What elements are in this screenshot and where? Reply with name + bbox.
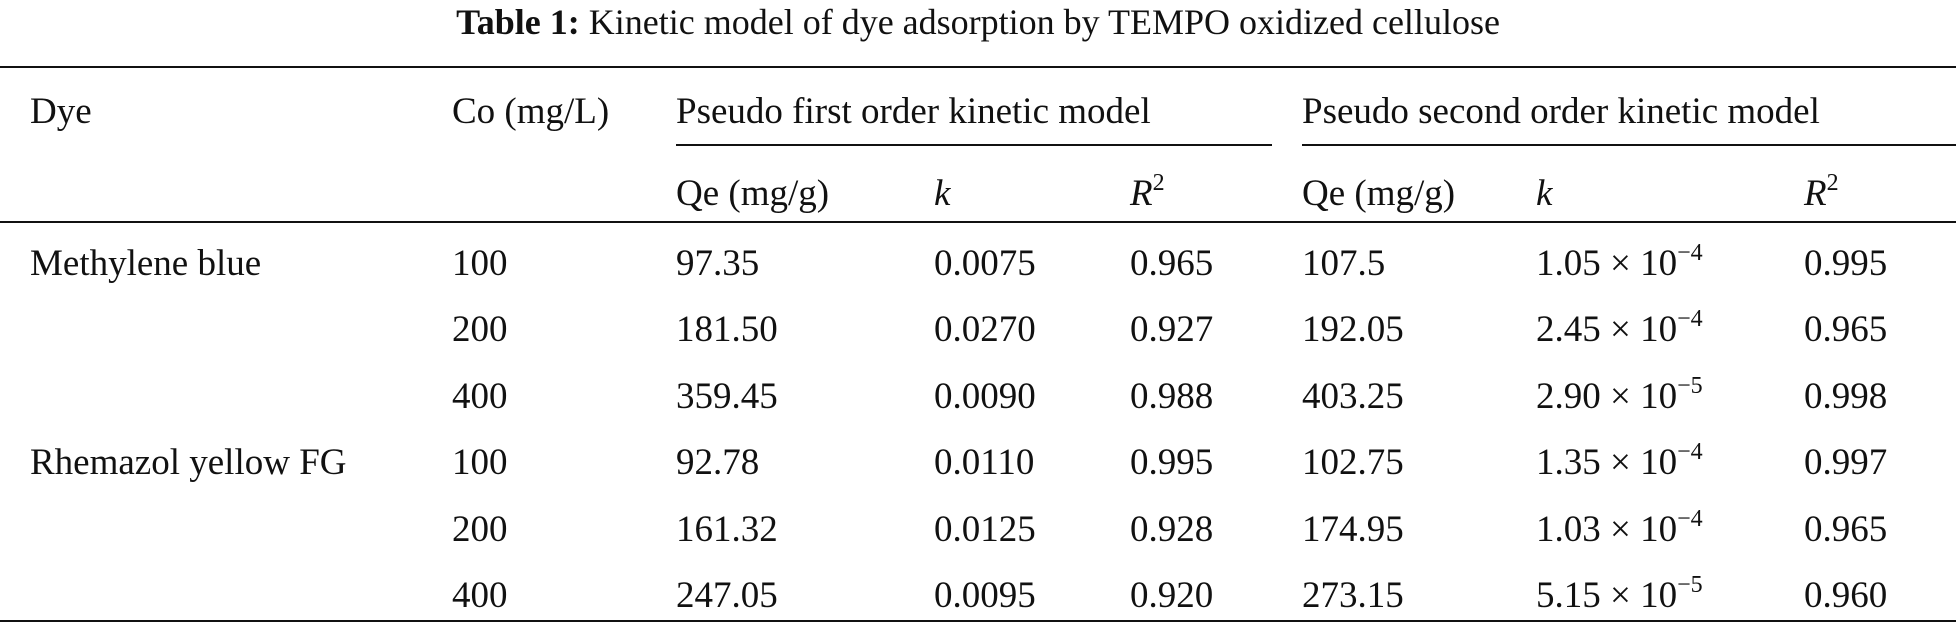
k-second-exponent: −4 [1677,439,1703,465]
k-second-cell: 2.90 × 10−5 [1536,373,1703,419]
r2-first-cell: 0.988 [1130,376,1214,417]
k-first-cell: 0.0125 [934,509,1036,550]
k-second-base: 1.35 × 10 [1536,442,1678,483]
k-second-cell: 1.35 × 10−4 [1536,439,1703,485]
r2-first-cell: 0.927 [1130,309,1214,350]
k-second-base: 2.45 × 10 [1536,309,1678,350]
header-r-symbol: R [1130,173,1153,214]
qe-second-cell: 107.5 [1302,243,1386,284]
r2-second-cell: 0.965 [1804,509,1888,550]
qe-first-cell: 181.50 [676,309,778,350]
header-k-first: k [934,173,951,214]
top-rule [0,66,1956,68]
k-second-cell: 1.03 × 10−4 [1536,506,1703,552]
co-cell: 400 [452,575,508,616]
k-first-cell: 0.0095 [934,575,1036,616]
k-second-base: 1.03 × 10 [1536,509,1678,550]
r2-second-cell: 0.998 [1804,376,1888,417]
co-cell: 100 [452,243,508,284]
dye-cell: Methylene blue [30,243,262,284]
r2-second-cell: 0.960 [1804,575,1888,616]
r2-first-cell: 0.995 [1130,442,1214,483]
header-r-superscript: 2 [1826,170,1839,196]
bottom-rule [0,620,1956,622]
r2-second-cell: 0.995 [1804,243,1888,284]
qe-second-cell: 403.25 [1302,376,1404,417]
r2-first-cell: 0.928 [1130,509,1214,550]
co-cell: 400 [452,376,508,417]
header-dye: Dye [30,91,92,132]
k-second-cell: 5.15 × 10−5 [1536,572,1703,618]
qe-first-cell: 97.35 [676,243,760,284]
k-second-exponent: −5 [1677,373,1703,399]
caption-text: Kinetic model of dye adsorption by TEMPO… [588,2,1500,42]
k-second-exponent: −4 [1677,240,1703,266]
header-co: Co (mg/L) [452,91,610,132]
qe-first-cell: 92.78 [676,442,760,483]
k-second-exponent: −5 [1677,572,1703,598]
qe-first-cell: 359.45 [676,376,778,417]
r2-second-cell: 0.997 [1804,442,1888,483]
k-first-cell: 0.0270 [934,309,1036,350]
co-cell: 200 [452,509,508,550]
header-k-second: k [1536,173,1553,214]
table-caption: Table 1: Kinetic model of dye adsorption… [0,0,1956,44]
header-r-symbol: R [1804,173,1827,214]
caption-label: Table 1: [456,2,580,42]
k-second-exponent: −4 [1677,506,1703,532]
co-cell: 200 [452,309,508,350]
qe-second-cell: 273.15 [1302,575,1404,616]
header-r2-first: R2 [1130,170,1165,216]
k-second-cell: 1.05 × 10−4 [1536,240,1703,286]
k-second-cell: 2.45 × 10−4 [1536,306,1703,352]
k-second-base: 1.05 × 10 [1536,243,1678,284]
header-qe-second: Qe (mg/g) [1302,173,1456,214]
first-order-group-rule [676,144,1272,146]
second-order-group-rule [1302,144,1956,146]
k-second-exponent: −4 [1677,306,1703,332]
qe-second-cell: 174.95 [1302,509,1404,550]
r2-first-cell: 0.920 [1130,575,1214,616]
k-first-cell: 0.0110 [934,442,1035,483]
qe-first-cell: 247.05 [676,575,778,616]
qe-first-cell: 161.32 [676,509,778,550]
dye-cell: Rhemazol yellow FG [30,442,347,483]
header-qe-first: Qe (mg/g) [676,173,830,214]
header-second-order-group: Pseudo second order kinetic model [1302,91,1820,132]
k-first-cell: 0.0090 [934,376,1036,417]
k-second-base: 2.90 × 10 [1536,376,1678,417]
r2-first-cell: 0.965 [1130,243,1214,284]
k-second-base: 5.15 × 10 [1536,575,1678,616]
qe-second-cell: 102.75 [1302,442,1404,483]
k-first-cell: 0.0075 [934,243,1036,284]
header-r2-second: R2 [1804,170,1839,216]
qe-second-cell: 192.05 [1302,309,1404,350]
co-cell: 100 [452,442,508,483]
header-rule [0,221,1956,223]
r2-second-cell: 0.965 [1804,309,1888,350]
header-r-superscript: 2 [1152,170,1165,196]
header-first-order-group: Pseudo first order kinetic model [676,91,1151,132]
